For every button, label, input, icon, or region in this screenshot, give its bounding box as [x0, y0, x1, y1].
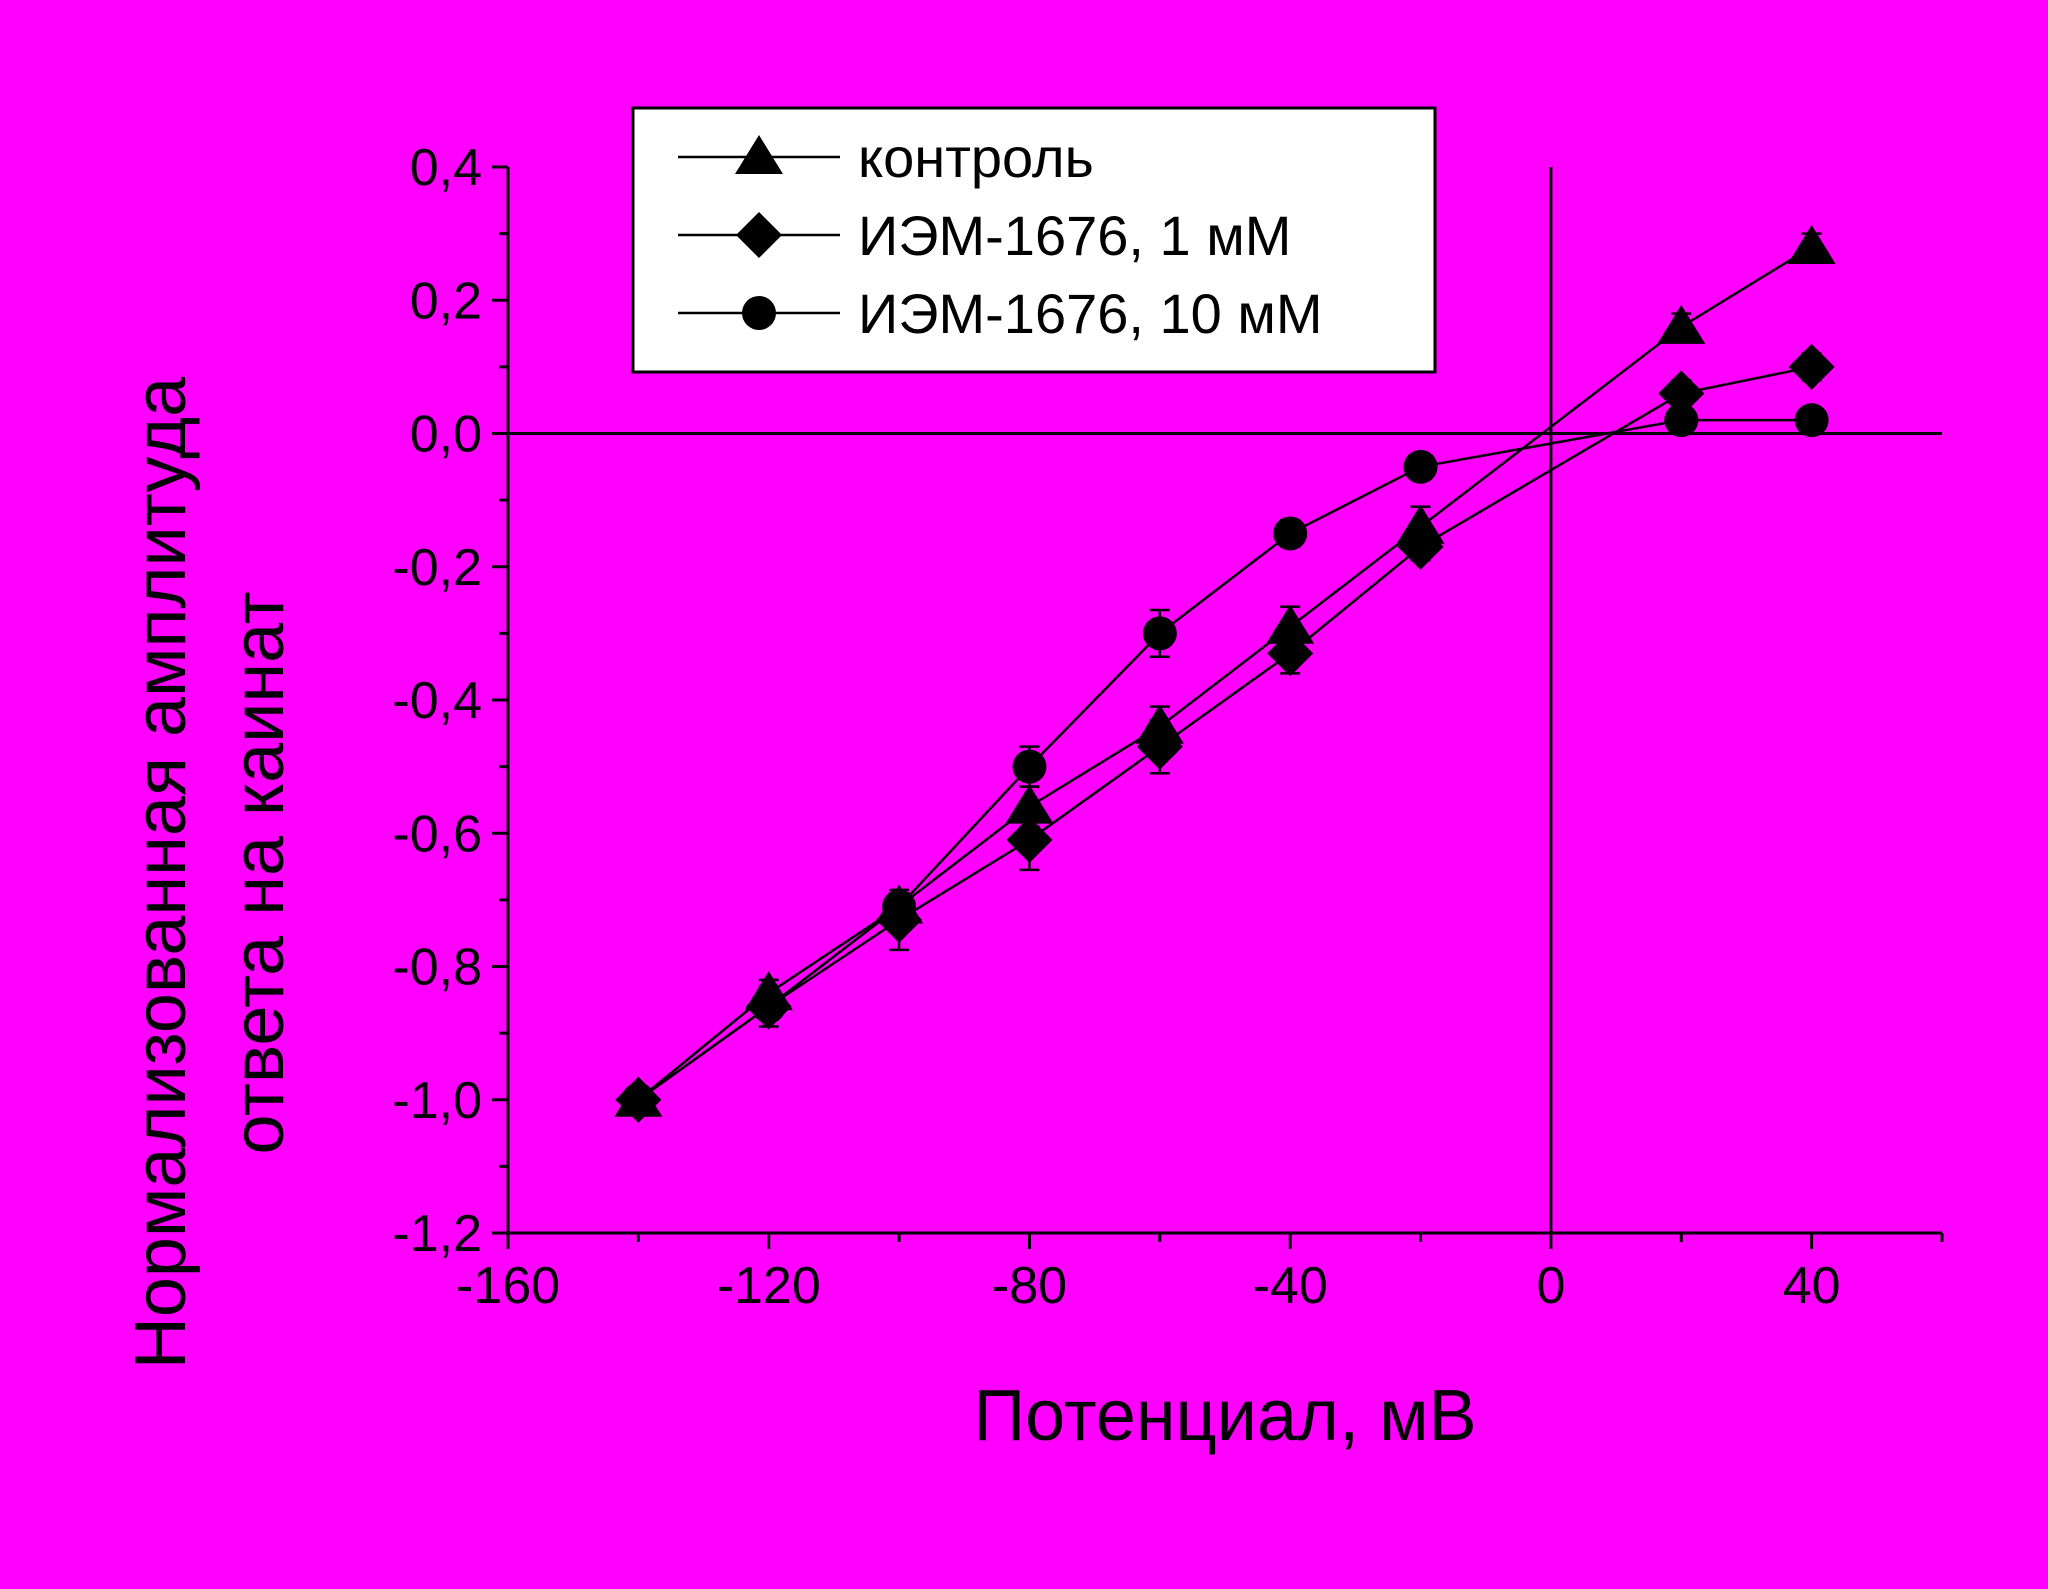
- data-point: [875, 884, 924, 924]
- y-tick-label: -0,4: [392, 672, 482, 730]
- data-point: [1657, 304, 1706, 344]
- legend-label: ИЭМ-1676, 1 мМ: [858, 204, 1291, 267]
- legend-entry: ИЭМ-1676, 10 мМ: [678, 282, 1323, 345]
- data-point: [1266, 604, 1315, 644]
- data-point: [1403, 449, 1438, 484]
- y-tick-label: -1,2: [392, 1205, 482, 1263]
- y-tick-label: 0,0: [410, 406, 482, 464]
- data-point: [1005, 784, 1054, 824]
- legend: контроль ИЭМ-1676, 1 мМ ИЭМ-1676, 10 мМ: [631, 106, 1437, 374]
- axes: -160 -120 -80 -40 0 40 -1,2 -1,0 -0,8 -0,6 -0,4 -0,…: [392, 139, 1944, 1315]
- x-tick-label: -40: [1253, 1257, 1328, 1315]
- y-tick-label: -1,0: [392, 1072, 482, 1130]
- y-tick-label: -0,2: [392, 539, 482, 597]
- series-line: [637, 365, 1812, 1101]
- x-axis-title: Потенциал, мВ: [973, 1376, 1476, 1456]
- y-tick-label: -0,8: [392, 939, 482, 997]
- series-diamond: [615, 343, 1835, 1123]
- x-tick-label: -160: [456, 1257, 560, 1315]
- x-tick-label: 40: [1783, 1257, 1841, 1315]
- x-tick-label: 0: [1536, 1257, 1565, 1315]
- series-circle: [621, 403, 1829, 1117]
- data-point: [1787, 224, 1836, 264]
- legend-label: контроль: [858, 126, 1094, 189]
- legend-entry: контроль: [678, 126, 1094, 189]
- data-point: [1142, 616, 1177, 651]
- legend-label: ИЭМ-1676, 10 мМ: [858, 282, 1323, 345]
- data-point: [1006, 816, 1053, 863]
- data-point: [1135, 704, 1184, 744]
- legend-marker: [735, 135, 783, 174]
- data-point: [1012, 749, 1047, 784]
- y-tick-label: -0,6: [392, 805, 482, 863]
- data-point: [1664, 403, 1699, 438]
- series-line: [637, 418, 1812, 1101]
- y-axis-title-line-1: Нормализованная амплитуда: [121, 376, 201, 1369]
- data-point: [744, 971, 793, 1011]
- data-point: [1273, 516, 1308, 551]
- data-point: [1794, 403, 1829, 438]
- series-triangle: [614, 224, 1836, 1117]
- y-tick-label: 0,4: [410, 139, 482, 197]
- data-point: [614, 1077, 663, 1117]
- legend-marker: [736, 212, 782, 258]
- y-tick-label: 0,2: [410, 272, 482, 330]
- x-tick-label: -120: [717, 1257, 821, 1315]
- legend-entry: ИЭМ-1676, 1 мМ: [678, 204, 1291, 267]
- y-axis-title-line-2: ответа на каинат: [219, 591, 299, 1154]
- data-point: [1788, 343, 1835, 390]
- legend-marker: [742, 296, 776, 330]
- x-tick-label: -80: [992, 1257, 1067, 1315]
- data-point: [1658, 370, 1705, 417]
- series-layer: [614, 224, 1836, 1123]
- data-point: [1396, 504, 1445, 544]
